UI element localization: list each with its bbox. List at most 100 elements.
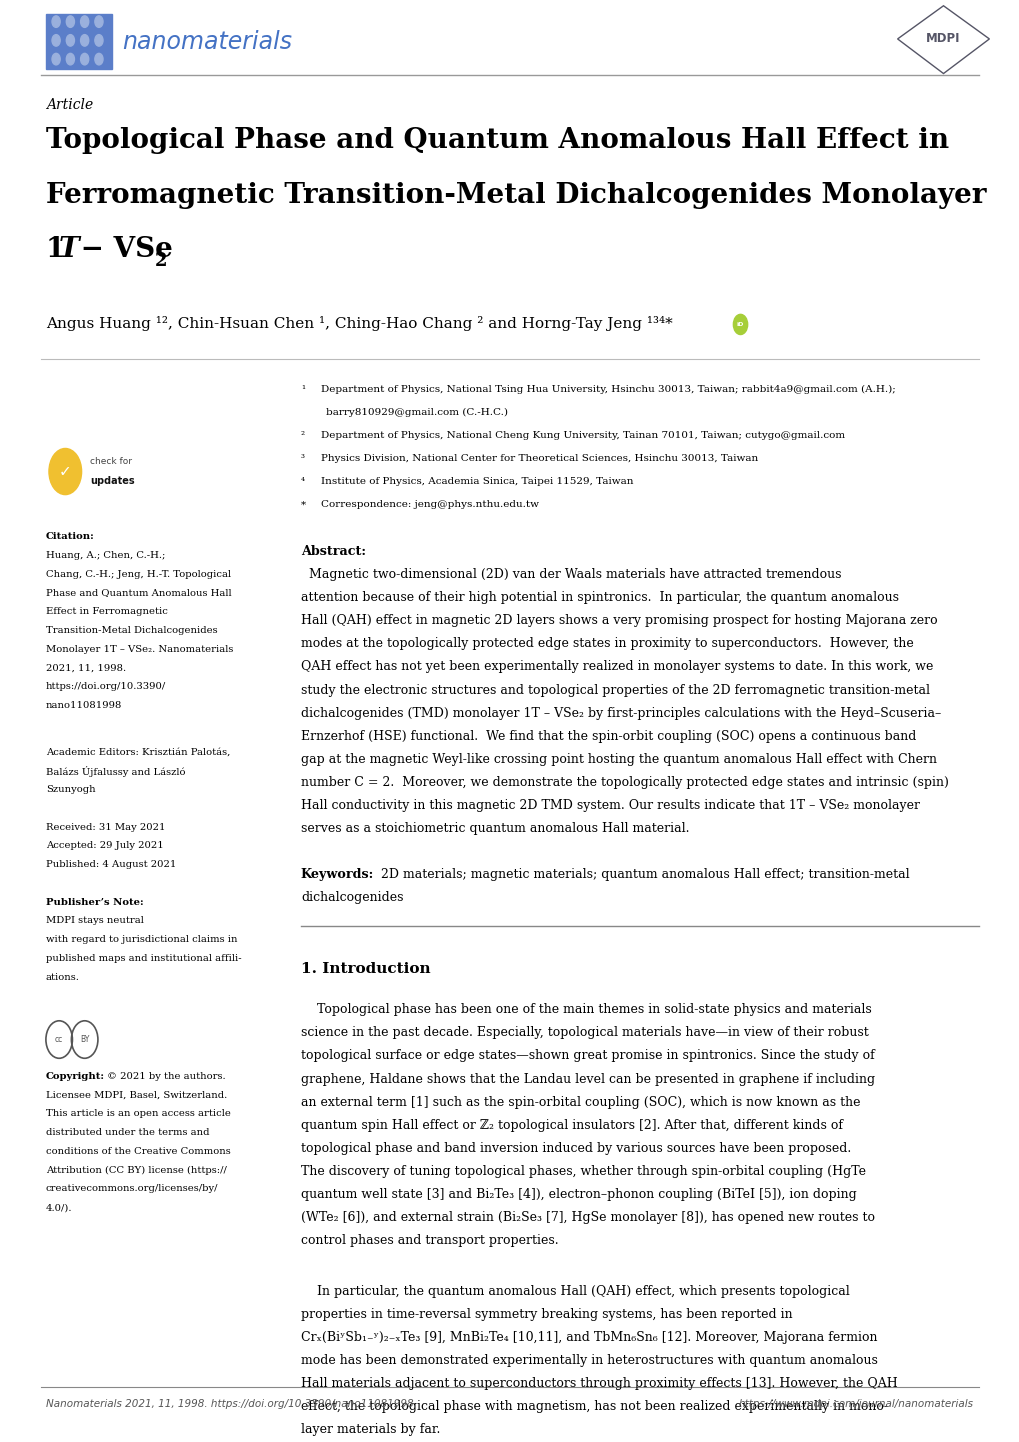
Text: Angus Huang ¹², Chin-Hsuan Chen ¹, Ching-Hao Chang ² and Horng-Tay Jeng ¹³⁴*: Angus Huang ¹², Chin-Hsuan Chen ¹, Ching… bbox=[46, 316, 672, 330]
Text: iD: iD bbox=[736, 322, 744, 327]
Text: This article is an open access article: This article is an open access article bbox=[46, 1109, 230, 1119]
Text: dichalcogenides: dichalcogenides bbox=[301, 891, 403, 904]
Text: Hall conductivity in this magnetic 2D TMD system. Our results indicate that 1T –: Hall conductivity in this magnetic 2D TM… bbox=[301, 799, 919, 812]
Text: https://www.mdpi.com/journal/nanomaterials: https://www.mdpi.com/journal/nanomateria… bbox=[739, 1399, 973, 1409]
Text: ³: ³ bbox=[301, 454, 305, 463]
Text: Attribution (CC BY) license (https://: Attribution (CC BY) license (https:// bbox=[46, 1165, 226, 1175]
Circle shape bbox=[52, 16, 60, 27]
Text: 2: 2 bbox=[155, 252, 167, 270]
Circle shape bbox=[52, 53, 60, 65]
Text: In particular, the quantum anomalous Hall (QAH) effect, which presents topologic: In particular, the quantum anomalous Hal… bbox=[301, 1285, 849, 1298]
Text: modes at the topologically protected edge states in proximity to superconductors: modes at the topologically protected edg… bbox=[301, 637, 913, 650]
Text: Nanomaterials 2021, 11, 1998. https://doi.org/10.3390/nano11081998: Nanomaterials 2021, 11, 1998. https://do… bbox=[46, 1399, 413, 1409]
Circle shape bbox=[66, 16, 74, 27]
FancyBboxPatch shape bbox=[46, 14, 112, 69]
Text: Physics Division, National Center for Theoretical Sciences, Hsinchu 30013, Taiwa: Physics Division, National Center for Th… bbox=[321, 454, 758, 463]
Text: ⁴: ⁴ bbox=[301, 477, 305, 486]
Circle shape bbox=[49, 448, 82, 495]
Text: an external term [1] such as the spin-orbital coupling (SOC), which is now known: an external term [1] such as the spin-or… bbox=[301, 1096, 860, 1109]
Text: 1. Introduction: 1. Introduction bbox=[301, 962, 430, 976]
Text: Department of Physics, National Cheng Kung University, Tainan 70101, Taiwan; cut: Department of Physics, National Cheng Ku… bbox=[321, 431, 845, 440]
Text: nanomaterials: nanomaterials bbox=[122, 30, 292, 53]
Text: gap at the magnetic Weyl-like crossing point hosting the quantum anomalous Hall : gap at the magnetic Weyl-like crossing p… bbox=[301, 753, 936, 766]
Circle shape bbox=[66, 35, 74, 46]
Text: nano11081998: nano11081998 bbox=[46, 701, 122, 709]
Circle shape bbox=[52, 35, 60, 46]
Text: (WTe₂ [6]), and external strain (Bi₂Se₃ [7], HgSe monolayer [8]), has opened new: (WTe₂ [6]), and external strain (Bi₂Se₃ … bbox=[301, 1211, 874, 1224]
Text: Balázs Újfalussy and László: Balázs Újfalussy and László bbox=[46, 767, 185, 777]
Text: ✓: ✓ bbox=[59, 464, 71, 479]
Text: Article: Article bbox=[46, 98, 93, 112]
Text: Keywords:: Keywords: bbox=[301, 868, 374, 881]
Text: ations.: ations. bbox=[46, 973, 79, 982]
Text: quantum spin Hall effect or ℤ₂ topological insulators [2]. After that, different: quantum spin Hall effect or ℤ₂ topologic… bbox=[301, 1119, 842, 1132]
Text: © 2021 by the authors.: © 2021 by the authors. bbox=[107, 1071, 225, 1082]
Text: Citation:: Citation: bbox=[46, 532, 95, 541]
Circle shape bbox=[81, 16, 89, 27]
Text: Published: 4 August 2021: Published: 4 August 2021 bbox=[46, 859, 176, 870]
Text: BY: BY bbox=[79, 1035, 90, 1044]
Text: number C = 2.  Moreover, we demonstrate the topologically protected edge states : number C = 2. Moreover, we demonstrate t… bbox=[301, 776, 948, 789]
Text: dichalcogenides (TMD) monolayer 1T – VSe₂ by first-principles calculations with : dichalcogenides (TMD) monolayer 1T – VSe… bbox=[301, 707, 941, 720]
Text: T: T bbox=[59, 236, 79, 264]
Text: topological phase and band inversion induced by various sources have been propos: topological phase and band inversion ind… bbox=[301, 1142, 850, 1155]
Text: updates: updates bbox=[90, 476, 135, 486]
Text: Crₓ(BiʸSb₁₋ʸ)₂₋ₓTe₃ [9], MnBi₂Te₄ [10,11], and TbMn₆Sn₆ [12]. Moreover, Majorana: Crₓ(BiʸSb₁₋ʸ)₂₋ₓTe₃ [9], MnBi₂Te₄ [10,11… bbox=[301, 1331, 876, 1344]
Text: Transition-Metal Dichalcogenides: Transition-Metal Dichalcogenides bbox=[46, 626, 217, 634]
Text: Copyright:: Copyright: bbox=[46, 1071, 105, 1082]
Text: published maps and institutional affili-: published maps and institutional affili- bbox=[46, 955, 242, 963]
Text: Hall (QAH) effect in magnetic 2D layers shows a very promising prospect for host: Hall (QAH) effect in magnetic 2D layers … bbox=[301, 614, 936, 627]
Text: barry810929@gmail.com (C.-H.C.): barry810929@gmail.com (C.-H.C.) bbox=[326, 408, 507, 417]
Text: MDPI stays neutral: MDPI stays neutral bbox=[46, 917, 144, 926]
Text: control phases and transport properties.: control phases and transport properties. bbox=[301, 1234, 558, 1247]
Text: study the electronic structures and topological properties of the 2D ferromagnet: study the electronic structures and topo… bbox=[301, 684, 929, 696]
Text: Academic Editors: Krisztián Palotás,: Academic Editors: Krisztián Palotás, bbox=[46, 748, 230, 757]
Circle shape bbox=[66, 53, 74, 65]
Circle shape bbox=[81, 53, 89, 65]
Text: mode has been demonstrated experimentally in heterostructures with quantum anoma: mode has been demonstrated experimentall… bbox=[301, 1354, 877, 1367]
Text: quantum well state [3] and Bi₂Te₃ [4]), electron–phonon coupling (BiTeI [5]), io: quantum well state [3] and Bi₂Te₃ [4]), … bbox=[301, 1188, 856, 1201]
Text: Topological Phase and Quantum Anomalous Hall Effect in: Topological Phase and Quantum Anomalous … bbox=[46, 127, 948, 154]
Text: Accepted: 29 July 2021: Accepted: 29 July 2021 bbox=[46, 842, 163, 851]
Text: 2021, 11, 1998.: 2021, 11, 1998. bbox=[46, 663, 126, 672]
Text: *: * bbox=[301, 500, 306, 509]
Text: Effect in Ferromagnetic: Effect in Ferromagnetic bbox=[46, 607, 167, 616]
Text: layer materials by far.: layer materials by far. bbox=[301, 1423, 440, 1436]
Text: serves as a stoichiometric quantum anomalous Hall material.: serves as a stoichiometric quantum anoma… bbox=[301, 822, 689, 835]
Text: Abstract:: Abstract: bbox=[301, 545, 366, 558]
Text: science in the past decade. Especially, topological materials have—in view of th: science in the past decade. Especially, … bbox=[301, 1027, 868, 1040]
Text: https://doi.org/10.3390/: https://doi.org/10.3390/ bbox=[46, 682, 166, 691]
Text: properties in time-reversal symmetry breaking systems, has been reported in: properties in time-reversal symmetry bre… bbox=[301, 1308, 792, 1321]
Text: Hall materials adjacent to superconductors through proximity effects [13]. Howev: Hall materials adjacent to superconducto… bbox=[301, 1377, 897, 1390]
Text: The discovery of tuning topological phases, whether through spin-orbital couplin: The discovery of tuning topological phas… bbox=[301, 1165, 865, 1178]
Text: Magnetic two-dimensional (2D) van der Waals materials have attracted tremendous: Magnetic two-dimensional (2D) van der Wa… bbox=[301, 568, 841, 581]
Text: attention because of their high potential in spintronics.  In particular, the qu: attention because of their high potentia… bbox=[301, 591, 898, 604]
Text: ²: ² bbox=[301, 431, 305, 440]
Text: Department of Physics, National Tsing Hua University, Hsinchu 30013, Taiwan; rab: Department of Physics, National Tsing Hu… bbox=[321, 385, 895, 394]
Text: Licensee MDPI, Basel, Switzerland.: Licensee MDPI, Basel, Switzerland. bbox=[46, 1090, 227, 1100]
Circle shape bbox=[81, 35, 89, 46]
Text: Monolayer 1T – VSe₂. Nanomaterials: Monolayer 1T – VSe₂. Nanomaterials bbox=[46, 645, 233, 653]
Text: Szunyogh: Szunyogh bbox=[46, 784, 96, 795]
Text: Chang, C.-H.; Jeng, H.-T. Topological: Chang, C.-H.; Jeng, H.-T. Topological bbox=[46, 570, 230, 578]
Circle shape bbox=[95, 16, 103, 27]
Text: creativecommons.org/licenses/by/: creativecommons.org/licenses/by/ bbox=[46, 1184, 218, 1194]
Text: graphene, Haldane shows that the Landau level can be presented in graphene if in: graphene, Haldane shows that the Landau … bbox=[301, 1073, 874, 1086]
Text: Ferromagnetic Transition-Metal Dichalcogenides Monolayer: Ferromagnetic Transition-Metal Dichalcog… bbox=[46, 182, 985, 209]
Text: Huang, A.; Chen, C.-H.;: Huang, A.; Chen, C.-H.; bbox=[46, 551, 165, 559]
Text: cc: cc bbox=[55, 1035, 63, 1044]
Text: ¹: ¹ bbox=[301, 385, 305, 394]
Text: Institute of Physics, Academia Sinica, Taipei 11529, Taiwan: Institute of Physics, Academia Sinica, T… bbox=[321, 477, 633, 486]
Text: 1: 1 bbox=[46, 236, 65, 264]
Text: distributed under the terms and: distributed under the terms and bbox=[46, 1128, 209, 1138]
Text: conditions of the Creative Commons: conditions of the Creative Commons bbox=[46, 1146, 230, 1156]
Text: Publisher’s Note:: Publisher’s Note: bbox=[46, 897, 144, 907]
Text: with regard to jurisdictional claims in: with regard to jurisdictional claims in bbox=[46, 936, 237, 945]
Text: check for: check for bbox=[90, 457, 131, 466]
Text: 4.0/).: 4.0/). bbox=[46, 1203, 72, 1213]
Text: Received: 31 May 2021: Received: 31 May 2021 bbox=[46, 822, 165, 832]
Text: effect, the topological phase with magnetism, has not been realized experimental: effect, the topological phase with magne… bbox=[301, 1400, 887, 1413]
Text: Phase and Quantum Anomalous Hall: Phase and Quantum Anomalous Hall bbox=[46, 588, 231, 597]
Text: Correspondence: jeng@phys.nthu.edu.tw: Correspondence: jeng@phys.nthu.edu.tw bbox=[321, 500, 539, 509]
Text: QAH effect has not yet been experimentally realized in monolayer systems to date: QAH effect has not yet been experimental… bbox=[301, 660, 932, 673]
